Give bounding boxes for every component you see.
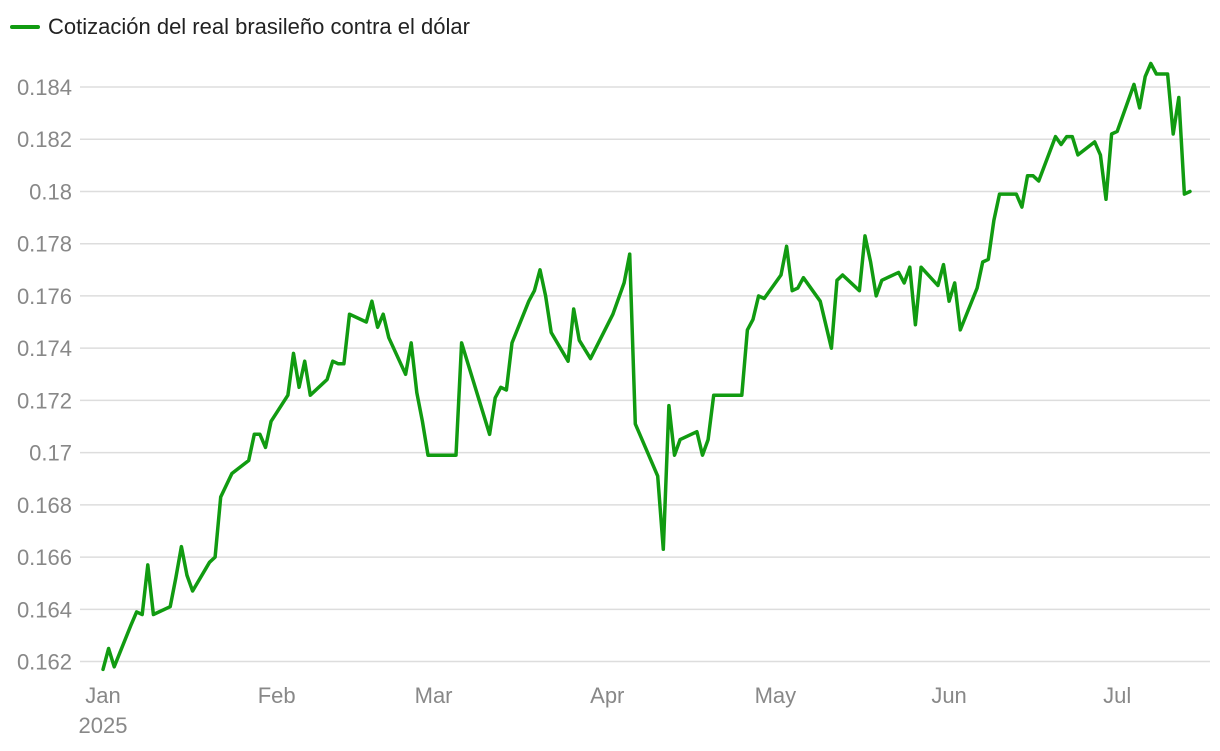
x-axis-tick-labels: Jan 2025 Feb Mar Apr May Jun Jul [79,683,1132,738]
y-tick-label: 0.18 [29,179,72,204]
legend: Cotización del real brasileño contra el … [10,14,470,40]
x-tick-label: Jul [1103,683,1131,708]
y-tick-label: 0.182 [17,127,72,152]
x-tick-label: Apr [590,683,624,708]
x-tick-label: Mar [415,683,453,708]
y-tick-label: 0.176 [17,284,72,309]
x-tick-year-label: 2025 [79,713,128,738]
series-line [101,61,1192,672]
y-tick-label: 0.168 [17,493,72,518]
series-layer [101,61,1192,672]
y-tick-label: 0.166 [17,545,72,570]
legend-label: Cotización del real brasileño contra el … [48,14,470,39]
y-tick-label: 0.184 [17,75,72,100]
y-axis-tick-labels: 0.162 0.164 0.166 0.168 0.17 0.172 0.174 0.176 0… [17,75,72,675]
grid-layer [80,86,1210,663]
y-tick-label: 0.172 [17,388,72,413]
legend-swatch [10,25,40,29]
x-tick-label: Jun [931,683,966,708]
y-tick-label: 0.174 [17,336,72,361]
x-tick-label: Jan [85,683,120,708]
y-tick-label: 0.164 [17,597,72,622]
y-tick-label: 0.178 [17,232,72,257]
y-tick-label: 0.162 [17,650,72,675]
x-tick-label: Feb [258,683,296,708]
x-tick-label: May [755,683,797,708]
y-tick-label: 0.17 [29,441,72,466]
